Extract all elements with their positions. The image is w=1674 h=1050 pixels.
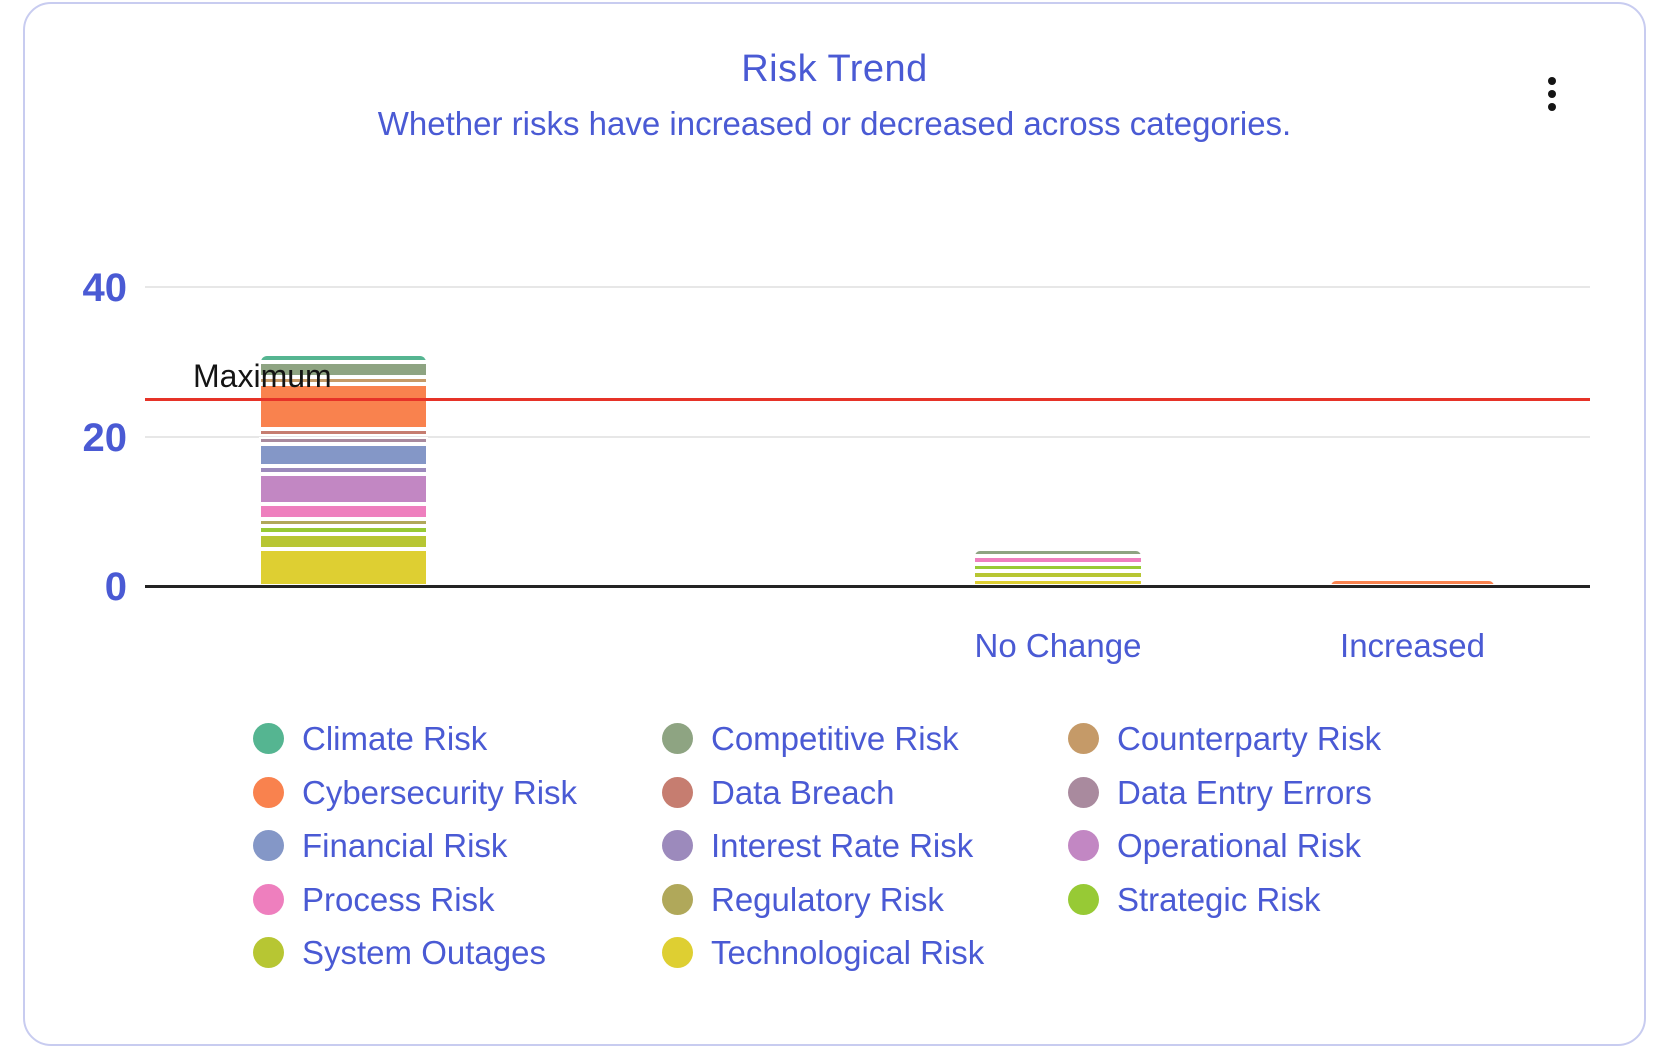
legend-swatch-icon [1068, 723, 1099, 755]
chart-title: Risk Trend [741, 48, 928, 90]
bar1-segment-strategic-risk[interactable] [259, 526, 428, 534]
chart-header: Risk Trend Whether risks have increased … [23, 0, 1646, 142]
legend-swatch-icon [662, 937, 693, 969]
kebab-dot [1548, 77, 1556, 85]
y-tick-label-0: 0 [104, 565, 127, 609]
legend-label: Operational Risk [1117, 827, 1361, 865]
legend-swatch-icon [253, 937, 284, 969]
kebab-dot [1548, 103, 1556, 111]
legend-label: Regulatory Risk [711, 880, 944, 918]
legend-label: System Outages [302, 934, 546, 972]
kebab-menu-icon[interactable] [1532, 66, 1572, 122]
reference-line-label: Maximum [193, 358, 332, 394]
legend-swatch-icon [253, 883, 284, 915]
legend-item-operational-risk[interactable]: Operational Risk [1068, 819, 1634, 873]
bar2-segment-technological-risk[interactable] [973, 578, 1143, 586]
bar2-segment-competitive-risk[interactable] [973, 548, 1143, 557]
legend-label: Climate Risk [302, 720, 488, 758]
bar1-segment-data-breach[interactable] [259, 429, 428, 437]
gridline-40 [145, 286, 1590, 288]
legend-label: Financial Risk [302, 827, 508, 865]
x-axis-line [145, 585, 1590, 588]
legend-label: Strategic Risk [1117, 880, 1321, 918]
bar1-segment-process-risk[interactable] [259, 503, 428, 519]
legend-label: Data Breach [711, 773, 895, 811]
legend-swatch-icon [662, 830, 693, 862]
legend-swatch-icon [253, 830, 284, 862]
legend-item-technological-risk[interactable]: Technological Risk [662, 926, 1068, 980]
legend-item-climate-risk[interactable]: Climate Risk [253, 712, 662, 766]
bar1-segment-interest-rate-risk[interactable] [259, 466, 428, 474]
legend-label: Technological Risk [711, 934, 985, 972]
bar1-segment-regulatory-risk[interactable] [259, 518, 428, 527]
x-axis-label-no-change: No Change [974, 627, 1142, 664]
bar3-segment-cybersecurity-risk[interactable] [1329, 578, 1496, 586]
bar1-segment-technological-risk[interactable] [259, 548, 428, 586]
bar1-segment-operational-risk[interactable] [259, 473, 428, 504]
bar1-segment-counterparty-risk[interactable] [259, 376, 428, 385]
legend-item-regulatory-risk[interactable]: Regulatory Risk [662, 873, 1068, 927]
maximum-reference-line [145, 398, 1590, 402]
bar1-segment-financial-risk[interactable] [259, 443, 428, 467]
legend: Climate Risk Competitive Risk Counterparty… [253, 712, 1634, 980]
legend-item-cybersecurity-risk[interactable]: Cybersecurity Risk [253, 766, 662, 820]
legend-label: Data Entry Errors [1117, 773, 1372, 811]
chart-subtitle: Whether risks have increased or decrease… [377, 105, 1292, 142]
bar1-segment-climate-risk[interactable] [259, 354, 428, 362]
legend-swatch-icon [1068, 830, 1099, 862]
legend-item-process-risk[interactable]: Process Risk [253, 873, 662, 927]
bar1-segment-system-outages[interactable] [259, 533, 428, 549]
legend-label: Cybersecurity Risk [302, 773, 578, 811]
legend-swatch-icon [253, 776, 284, 808]
legend-item-strategic-risk[interactable]: Strategic Risk [1068, 873, 1634, 927]
bar1-segment-data-entry-errors[interactable] [259, 436, 428, 444]
legend-item-system-outages[interactable]: System Outages [253, 926, 662, 980]
bar1-segment-competitive-risk[interactable] [259, 361, 428, 377]
legend-swatch-icon [662, 776, 693, 808]
legend-item-interest-rate-risk[interactable]: Interest Rate Risk [662, 819, 1068, 873]
gridline-20 [145, 435, 1590, 438]
legend-swatch-icon [662, 723, 693, 755]
bar2-segment-strategic-risk[interactable] [973, 563, 1143, 572]
legend-label: Interest Rate Risk [711, 827, 974, 865]
legend-item-competitive-risk[interactable]: Competitive Risk [662, 712, 1068, 766]
legend-swatch-icon [1068, 776, 1099, 808]
legend-label: Process Risk [302, 880, 495, 918]
legend-item-counterparty-risk[interactable]: Counterparty Risk [1068, 712, 1634, 766]
bar2-segment-process-risk[interactable] [973, 556, 1143, 564]
legend-swatch-icon [1068, 883, 1099, 915]
legend-item-financial-risk[interactable]: Financial Risk [253, 819, 662, 873]
legend-swatch-icon [253, 723, 284, 755]
bar2-segment-system-outages[interactable] [973, 571, 1143, 579]
legend-item-data-entry-errors[interactable]: Data Entry Errors [1068, 766, 1634, 820]
y-tick-label-20: 20 [82, 415, 128, 460]
legend-item-data-breach[interactable]: Data Breach [662, 766, 1068, 820]
bar1-segment-cybersecurity-risk[interactable] [259, 384, 428, 430]
legend-swatch-icon [662, 883, 693, 915]
legend-label: Competitive Risk [711, 720, 959, 758]
y-tick-label-40: 40 [82, 266, 128, 310]
kebab-dot [1548, 90, 1556, 98]
legend-label: Counterparty Risk [1117, 720, 1382, 758]
x-axis-label-increased: Increased [1340, 627, 1485, 664]
